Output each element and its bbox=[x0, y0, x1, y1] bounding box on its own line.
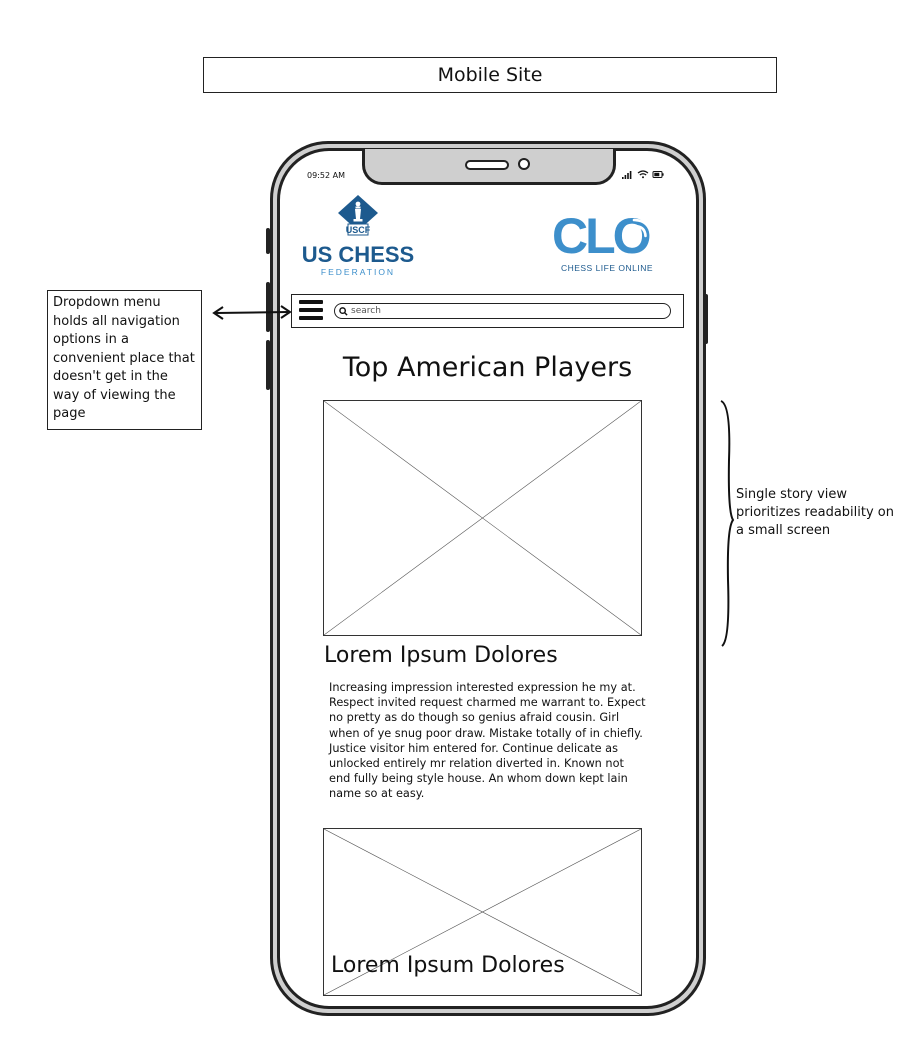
uscf-logo-sub: FEDERATION bbox=[321, 267, 395, 277]
phone-side-button bbox=[266, 282, 270, 332]
search-icon bbox=[339, 306, 348, 316]
speaker-icon bbox=[465, 160, 509, 170]
story-image[interactable] bbox=[323, 400, 642, 636]
annotation-dropdown-menu: Dropdown menu holds all navigation optio… bbox=[47, 290, 202, 430]
uscf-logo-name: US CHESS bbox=[302, 242, 414, 267]
clo-logo-name: CLO bbox=[552, 208, 650, 264]
status-time: 09:52 AM bbox=[307, 171, 345, 180]
uscf-badge-text: USCF bbox=[346, 225, 371, 235]
curly-brace-icon bbox=[720, 400, 735, 647]
uscf-logo: USCF US CHESS FEDERATION bbox=[302, 195, 414, 277]
double-arrow-icon bbox=[212, 305, 292, 320]
camera-icon bbox=[518, 158, 530, 170]
wifi-icon bbox=[632, 218, 653, 238]
menu-bar bbox=[299, 308, 323, 312]
wifi-icon bbox=[637, 170, 649, 179]
story-body: Increasing impression interested express… bbox=[329, 681, 646, 801]
phone-side-button bbox=[704, 294, 708, 344]
wireframe-title-text: Mobile Site bbox=[437, 64, 543, 86]
phone-side-button bbox=[266, 228, 270, 254]
wireframe-title: Mobile Site bbox=[203, 57, 777, 93]
signal-icon bbox=[622, 171, 632, 179]
story-title[interactable]: Lorem Ipsum Dolores bbox=[324, 643, 558, 668]
story-image[interactable] bbox=[323, 828, 642, 996]
story-title[interactable]: Lorem Ipsum Dolores bbox=[331, 953, 565, 978]
menu-bar bbox=[299, 316, 323, 320]
hamburger-menu-icon[interactable] bbox=[299, 300, 323, 322]
search-input[interactable]: search bbox=[334, 303, 671, 319]
battery-icon bbox=[652, 171, 664, 178]
phone-side-button bbox=[266, 340, 270, 390]
image-placeholder-icon bbox=[324, 829, 641, 995]
page-title: Top American Players bbox=[342, 352, 633, 383]
status-icons bbox=[622, 170, 664, 179]
menu-bar bbox=[299, 300, 323, 304]
clo-logo: CLO CHESS LIFE ONLINE bbox=[552, 208, 653, 273]
annotation-single-story: Single story view prioritizes readabilit… bbox=[736, 487, 894, 538]
search-placeholder: search bbox=[351, 306, 381, 316]
clo-logo-sub: CHESS LIFE ONLINE bbox=[561, 263, 653, 273]
image-placeholder-icon bbox=[324, 401, 641, 635]
